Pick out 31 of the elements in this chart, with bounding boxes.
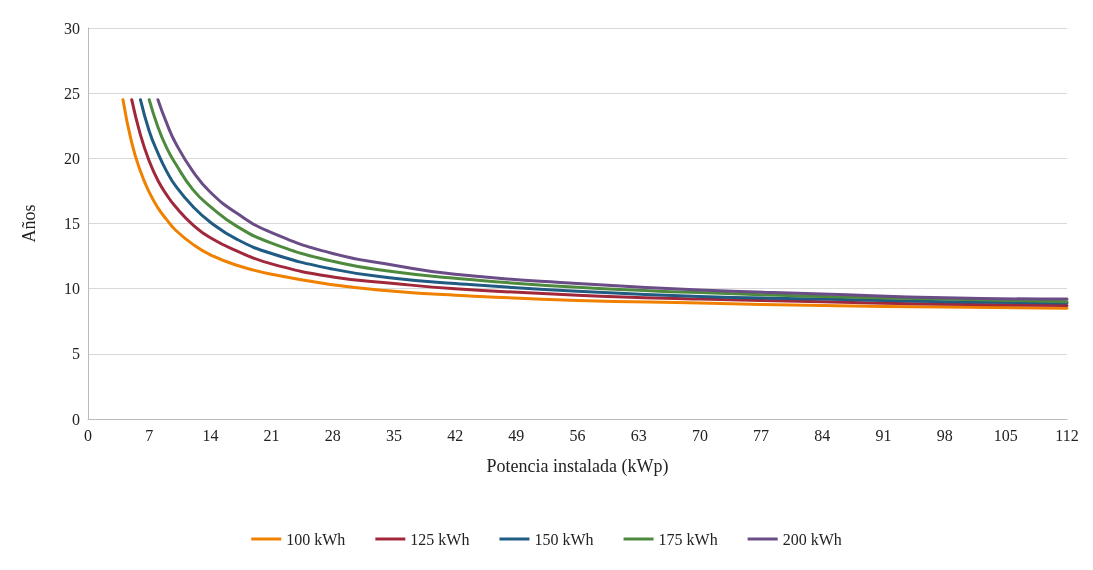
x-tick-label: 98	[936, 426, 953, 444]
x-axis-title: Potencia instalada (kWp)	[486, 456, 669, 477]
x-tick-label: 56	[569, 426, 586, 444]
legend-label: 125 kWh	[410, 530, 470, 548]
x-tick-label: 91	[875, 426, 892, 444]
y-tick-label: 10	[64, 280, 80, 298]
y-tick-label: 15	[64, 215, 80, 232]
y-tick-label: 0	[72, 410, 80, 428]
x-tick-label: 77	[753, 426, 770, 444]
legend-label: 200 kWh	[782, 530, 842, 548]
y-tick-label: 20	[64, 149, 80, 167]
y-axis-title: Años	[19, 204, 39, 243]
x-tick-label: 105	[993, 426, 1018, 444]
x-tick-label: 84	[814, 426, 831, 444]
x-tick-label: 21	[263, 426, 280, 444]
x-tick-label: 14	[202, 426, 219, 444]
x-tick-label: 42	[447, 426, 464, 444]
x-tick-label: 7	[145, 426, 154, 444]
y-tick-label: 25	[64, 84, 80, 102]
y-tick-label: 30	[64, 19, 80, 37]
x-tick-label: 63	[630, 426, 647, 444]
x-tick-label: 70	[691, 426, 708, 444]
x-tick-label: 0	[84, 426, 92, 444]
x-tick-label: 35	[385, 426, 402, 444]
y-tick-label: 5	[72, 345, 80, 363]
x-tick-label: 28	[324, 426, 341, 444]
legend-label: 175 kWh	[658, 530, 718, 548]
x-tick-label: 49	[508, 426, 525, 444]
x-tick-label: 112	[1055, 426, 1079, 444]
legend-label: 100 kWh	[286, 530, 346, 548]
legend-label: 150 kWh	[534, 530, 594, 548]
